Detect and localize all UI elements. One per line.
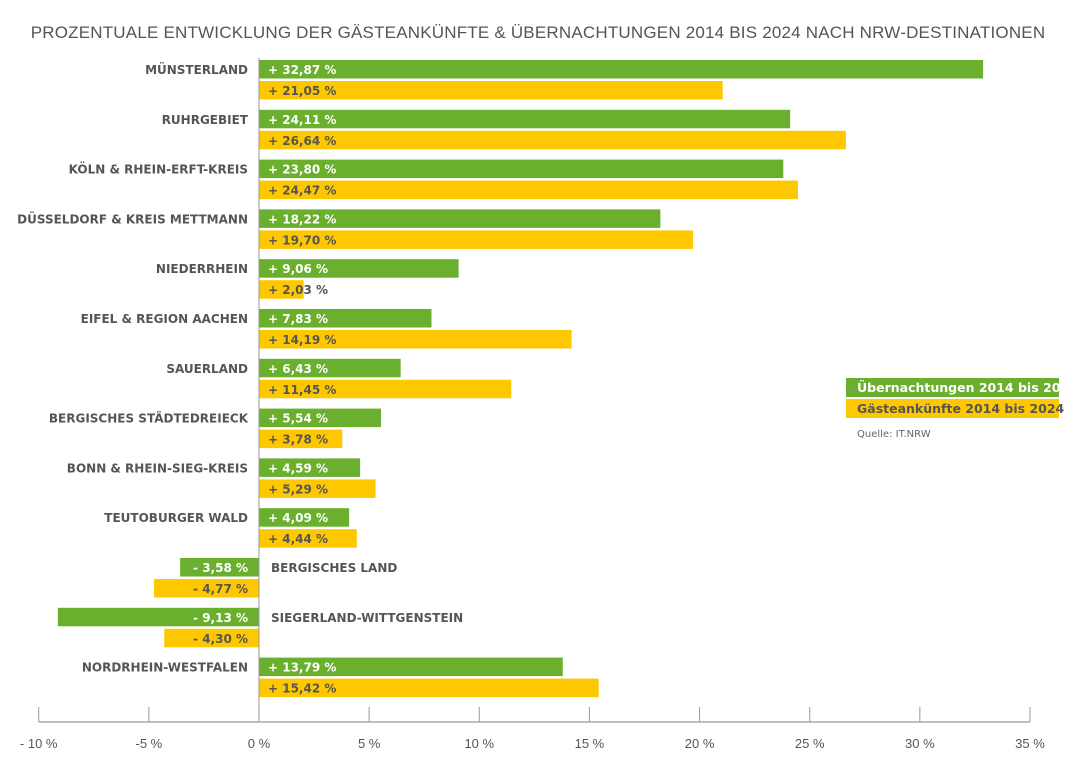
category-label: BONN & RHEIN-SIEG-KREIS bbox=[67, 461, 248, 475]
category-label: KÖLN & RHEIN-ERFT-KREIS bbox=[69, 162, 248, 177]
data-label: - 9,13 % bbox=[193, 611, 248, 625]
data-label: + 3,78 % bbox=[268, 433, 328, 447]
category-label: SIEGERLAND-WITTGENSTEIN bbox=[271, 611, 463, 625]
data-label: - 4,30 % bbox=[193, 632, 248, 646]
data-label: + 5,54 % bbox=[268, 412, 328, 426]
data-label: + 14,19 % bbox=[268, 333, 336, 347]
data-label: + 19,70 % bbox=[268, 233, 336, 247]
x-tick-label: 10 % bbox=[464, 736, 494, 751]
x-tick-label: 35 % bbox=[1015, 736, 1045, 751]
bar-uebernachtungen bbox=[259, 358, 401, 378]
category-label: TEUTOBURGER WALD bbox=[104, 511, 248, 525]
data-label: + 2,03 % bbox=[268, 283, 328, 297]
bar-gaesteankuenfte bbox=[259, 130, 846, 150]
x-tick-label: 15 % bbox=[575, 736, 605, 751]
category-label: BERGISCHES STÄDTEDREIECK bbox=[49, 411, 249, 426]
bar-uebernachtungen bbox=[259, 458, 361, 477]
data-label: + 24,47 % bbox=[268, 184, 336, 198]
x-tick-label: 30 % bbox=[905, 736, 935, 751]
category-label: RUHRGEBIET bbox=[162, 113, 249, 127]
legend: Übernachtungen 2014 bis 2024 Gästeankünf… bbox=[846, 378, 1077, 440]
source-note: Quelle: IT.NRW bbox=[857, 429, 931, 440]
category-label: SAUERLAND bbox=[166, 362, 248, 376]
bar-uebernachtungen bbox=[57, 607, 259, 627]
bar-uebernachtungen bbox=[259, 109, 791, 129]
legend-swatch-gaesteankuenfte bbox=[846, 399, 1059, 418]
bar-uebernachtungen bbox=[259, 309, 432, 328]
data-label: - 4,77 % bbox=[193, 582, 248, 596]
bar-gaesteankuenfte bbox=[259, 479, 376, 498]
bar-uebernachtungen bbox=[259, 159, 784, 179]
chart-title: PROZENTUALE ENTWICKLUNG DER GÄSTEANKÜNFT… bbox=[31, 23, 1046, 42]
bar-gaesteankuenfte bbox=[259, 678, 599, 698]
bar-uebernachtungen bbox=[259, 259, 459, 278]
data-label: + 18,22 % bbox=[268, 212, 336, 226]
data-label: + 4,09 % bbox=[268, 511, 328, 525]
data-label: + 4,59 % bbox=[268, 461, 328, 475]
data-label: + 4,44 % bbox=[268, 532, 328, 546]
legend-label-gaesteankuenfte: Gästeankünfte 2014 bis 2024 bbox=[857, 401, 1065, 416]
legend-swatch-uebernachtungen bbox=[846, 378, 1059, 397]
bar-gaesteankuenfte bbox=[259, 180, 799, 200]
x-tick-label: 5 % bbox=[358, 736, 381, 751]
x-tick-label: 25 % bbox=[795, 736, 825, 751]
category-label: MÜNSTERLAND bbox=[145, 62, 248, 77]
bar-uebernachtungen bbox=[259, 508, 350, 527]
bar-gaesteankuenfte bbox=[164, 628, 259, 648]
category-label: NORDRHEIN-WESTFALEN bbox=[82, 661, 248, 675]
data-label: + 6,43 % bbox=[268, 362, 328, 376]
data-label: + 21,05 % bbox=[268, 84, 336, 98]
data-label: + 15,42 % bbox=[268, 682, 336, 696]
bar-uebernachtungen bbox=[259, 408, 382, 428]
data-label: + 23,80 % bbox=[268, 163, 336, 177]
bars-group: MÜNSTERLAND + 32,87 % + 21,05 % RUHRGEBIET +… bbox=[17, 60, 984, 698]
data-label: + 9,06 % bbox=[268, 262, 328, 276]
bar-gaesteankuenfte bbox=[259, 230, 693, 249]
x-tick-label: - 10 % bbox=[20, 736, 58, 751]
x-tick-label: 20 % bbox=[685, 736, 715, 751]
bar-gaesteankuenfte bbox=[259, 330, 572, 349]
legend-label-uebernachtungen: Übernachtungen 2014 bis 2024 bbox=[857, 380, 1077, 395]
category-label: NIEDERRHEIN bbox=[156, 262, 248, 276]
data-label: + 13,79 % bbox=[268, 661, 336, 675]
data-label: + 7,83 % bbox=[268, 312, 328, 326]
x-tick-label: -5 % bbox=[135, 736, 162, 751]
category-label: DÜSSELDORF & KREIS METTMANN bbox=[17, 211, 248, 226]
x-axis: - 10 % -5 % 0 % 5 % 10 % 15 % 20 % 25 % 30 % 35 % bbox=[20, 58, 1045, 751]
bar-gaesteankuenfte bbox=[153, 579, 259, 598]
data-label: + 11,45 % bbox=[268, 383, 336, 397]
bar-gaesteankuenfte bbox=[259, 429, 343, 449]
data-label: + 5,29 % bbox=[268, 482, 328, 496]
data-label: + 26,64 % bbox=[268, 134, 336, 148]
data-label: + 32,87 % bbox=[268, 63, 336, 77]
bar-gaesteankuenfte bbox=[259, 379, 512, 399]
bar-gaesteankuenfte bbox=[259, 529, 357, 548]
category-label: EIFEL & REGION AACHEN bbox=[81, 312, 248, 326]
data-label: - 3,58 % bbox=[193, 561, 248, 575]
category-label: BERGISCHES LAND bbox=[271, 561, 397, 575]
bar-uebernachtungen bbox=[259, 60, 984, 79]
bar-uebernachtungen bbox=[259, 657, 563, 677]
bar-uebernachtungen bbox=[259, 209, 661, 228]
bar-gaesteankuenfte bbox=[259, 280, 304, 299]
x-tick-label: 0 % bbox=[248, 736, 271, 751]
bar-uebernachtungen bbox=[180, 558, 259, 577]
data-label: + 24,11 % bbox=[268, 113, 336, 127]
bar-gaesteankuenfte bbox=[259, 81, 723, 100]
